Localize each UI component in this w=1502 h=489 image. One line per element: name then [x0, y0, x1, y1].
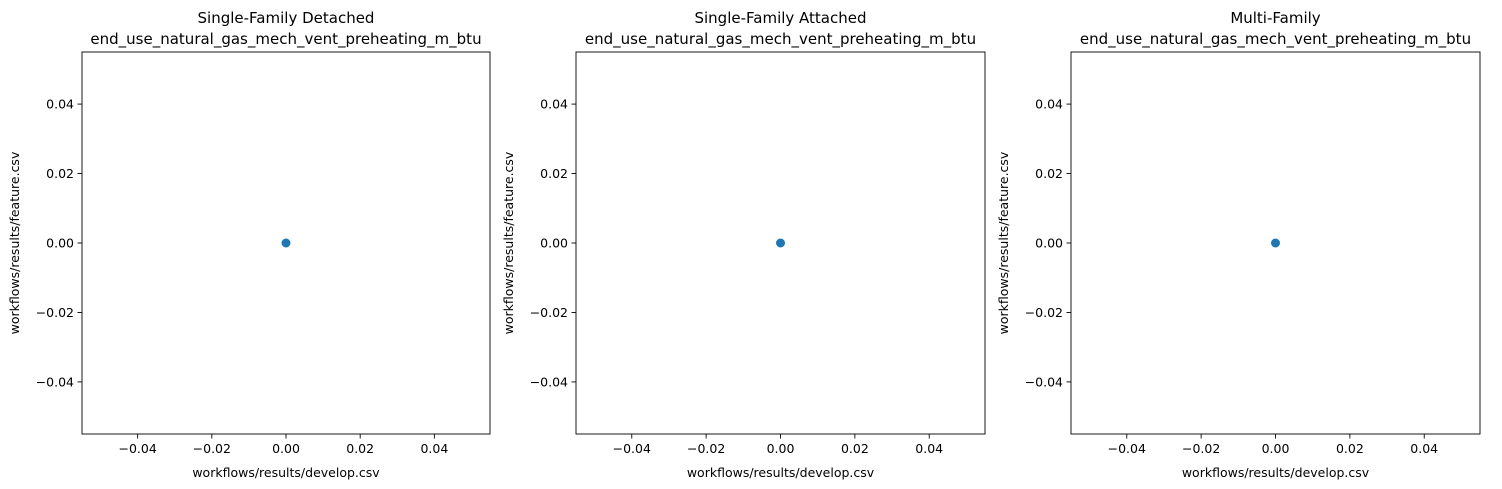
x-tick-label: −0.04	[118, 441, 156, 456]
y-axis-label: workflows/results/feature.csv	[501, 151, 516, 334]
subplot-2: Single-Family Attached end_use_natural_ga…	[501, 9, 986, 480]
x-tick-label: 0.04	[1410, 441, 1438, 456]
chart-title-line-2: end_use_natural_gas_mech_vent_preheating…	[1080, 30, 1471, 49]
y-tick-label: −0.04	[1025, 374, 1063, 389]
chart-title-line-1: Multi-Family	[1230, 9, 1320, 27]
subplot-3: Multi-Family end_use_natural_gas_mech_ven…	[996, 9, 1481, 480]
x-tick-label: 0.00	[272, 441, 300, 456]
x-tick-label: −0.02	[1182, 441, 1220, 456]
subplot-1: Single-Family Detached end_use_natural_ga…	[7, 9, 491, 480]
x-tick-label: 0.04	[420, 441, 448, 456]
y-axis-label: workflows/results/feature.csv	[996, 151, 1011, 334]
y-tick-label: −0.04	[36, 374, 74, 389]
y-tick-label: 0.00	[46, 236, 74, 251]
x-tick-label: 0.02	[841, 441, 869, 456]
y-tick-label: 0.00	[1035, 236, 1063, 251]
y-tick-label: 0.00	[540, 236, 568, 251]
y-tick-label: −0.02	[1025, 305, 1063, 320]
chart-title-line-1: Single-Family Detached	[198, 9, 375, 27]
x-tick-label: 0.02	[346, 441, 374, 456]
x-tick-label: −0.04	[1108, 441, 1146, 456]
x-axis-label: workflows/results/develop.csv	[1182, 465, 1370, 480]
scatter-point	[1271, 238, 1280, 248]
chart-title-line-2: end_use_natural_gas_mech_vent_preheating…	[585, 30, 976, 49]
y-tick-label: 0.02	[540, 166, 568, 181]
x-tick-label: −0.02	[193, 441, 231, 456]
y-tick-label: −0.02	[36, 305, 74, 320]
scatter-point	[776, 238, 785, 248]
y-tick-label: −0.02	[530, 305, 568, 320]
x-tick-label: 0.04	[915, 441, 943, 456]
y-tick-label: 0.04	[540, 97, 568, 112]
y-tick-label: 0.04	[1035, 97, 1063, 112]
x-tick-label: 0.00	[1262, 441, 1290, 456]
y-tick-label: 0.02	[46, 166, 74, 181]
y-tick-label: 0.04	[46, 97, 74, 112]
x-tick-label: 0.02	[1336, 441, 1364, 456]
y-axis-label: workflows/results/feature.csv	[7, 151, 22, 334]
chart-title-line-2: end_use_natural_gas_mech_vent_preheating…	[90, 30, 481, 49]
y-tick-label: 0.02	[1035, 166, 1063, 181]
x-tick-label: 0.00	[767, 441, 795, 456]
scatter-point	[281, 238, 291, 248]
chart-title-line-1: Single-Family Attached	[694, 9, 866, 27]
y-tick-label: −0.04	[530, 374, 568, 389]
x-axis-label: workflows/results/develop.csv	[687, 465, 875, 480]
x-tick-label: −0.04	[613, 441, 651, 456]
x-axis-label: workflows/results/develop.csv	[192, 465, 380, 480]
x-tick-label: −0.02	[687, 441, 725, 456]
